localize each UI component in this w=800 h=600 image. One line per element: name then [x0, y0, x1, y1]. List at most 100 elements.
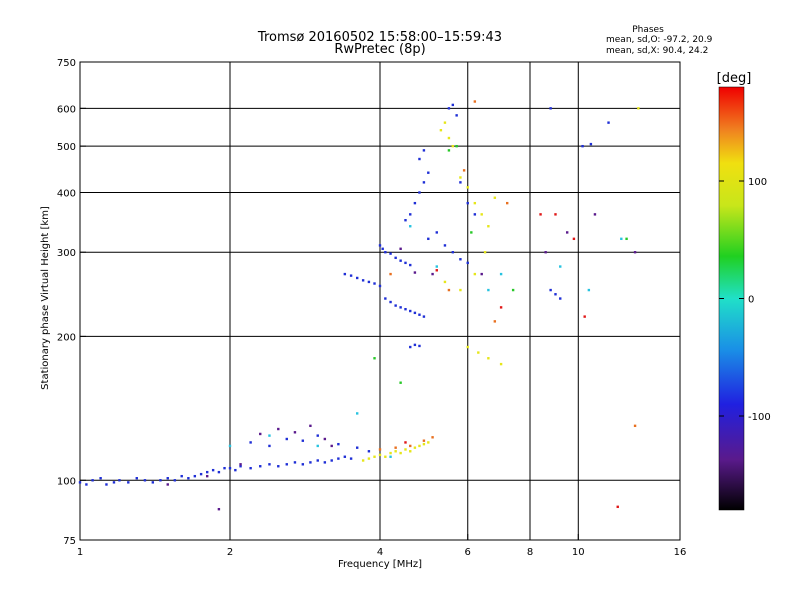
data-point [620, 237, 623, 241]
data-point [293, 461, 297, 464]
data-point [435, 231, 438, 234]
data-point [418, 444, 421, 448]
data-point [459, 288, 462, 292]
data-point [470, 231, 473, 234]
data-point [118, 479, 121, 482]
y-tick-label: 100 [57, 476, 76, 487]
data-point [330, 444, 333, 448]
data-point [135, 477, 138, 480]
data-point [422, 181, 426, 184]
data-point [480, 213, 483, 216]
stats-heading: Phases [632, 25, 664, 35]
data-point [431, 272, 434, 276]
data-point [487, 288, 490, 292]
data-point [285, 437, 288, 441]
x-axis-label: Frequency [MHz] [338, 559, 422, 570]
data-point [443, 121, 447, 124]
data-point [499, 306, 503, 309]
data-point [301, 439, 305, 442]
data-point [459, 258, 462, 261]
data-point [404, 448, 407, 451]
stats-line-o: mean, sd,O: -97.2, 20.9 [606, 35, 713, 45]
colorbar-label: [deg] [717, 71, 752, 86]
data-point [343, 272, 347, 276]
data-point [607, 121, 610, 124]
data-point [487, 357, 490, 360]
x-tick-label: 10 [572, 547, 585, 558]
data-point [389, 272, 392, 276]
data-point [373, 357, 376, 360]
grid-lines [80, 62, 680, 540]
data-point [381, 247, 384, 250]
data-point [499, 272, 503, 276]
data-point [367, 450, 371, 453]
chart-subtitle: RwPretec (8p) [334, 42, 425, 57]
data-point [361, 279, 365, 282]
data-point [367, 457, 371, 460]
colorbar-ticks: -100 0 100 [719, 177, 771, 423]
data-point [633, 251, 637, 254]
data-point [384, 251, 387, 254]
data-point [427, 237, 430, 241]
data-point [427, 171, 430, 174]
data-point [309, 461, 312, 464]
data-point [384, 455, 387, 458]
y-tick-label: 300 [57, 248, 76, 259]
data-point [112, 481, 116, 484]
data-point [493, 196, 497, 199]
data-point [361, 459, 365, 462]
data-point [268, 444, 271, 448]
data-point [625, 237, 628, 241]
data-point [85, 483, 88, 486]
data-point [559, 265, 562, 268]
data-point [337, 442, 340, 446]
data-point [173, 479, 177, 482]
data-point [228, 466, 232, 470]
data-point [239, 463, 242, 466]
y-tick-label: 75 [63, 536, 76, 547]
x-tick-label: 4 [377, 547, 383, 558]
data-point [593, 213, 597, 216]
data-point [211, 468, 215, 472]
data-point [413, 343, 417, 347]
data-point [554, 213, 557, 216]
data-point [277, 427, 280, 431]
data-point [159, 479, 162, 482]
data-point [427, 441, 430, 444]
y-tick-label: 400 [57, 188, 76, 199]
data-point [404, 307, 407, 311]
y-tick-label: 500 [57, 142, 76, 153]
data-point [239, 465, 242, 468]
data-point [413, 446, 417, 449]
y-tick-label: 750 [57, 58, 76, 69]
x-tick-label: 2 [227, 547, 233, 558]
data-point [633, 424, 637, 428]
data-point [455, 144, 458, 148]
data-point [143, 479, 147, 482]
data-point [378, 244, 382, 247]
data-point [447, 136, 451, 140]
x-axis: 1 2 4 6 8 10 16 [77, 534, 686, 558]
data-point [330, 459, 333, 462]
data-point [447, 288, 451, 292]
data-point [309, 424, 312, 428]
data-point [127, 481, 130, 484]
data-point [473, 213, 477, 216]
data-point [285, 463, 288, 466]
data-point [539, 213, 542, 216]
data-point [451, 144, 455, 148]
data-point [549, 107, 552, 110]
data-point [422, 439, 426, 442]
y-axis-label: Stationary phase Virtual Height [km] [40, 206, 51, 390]
data-point [493, 320, 497, 323]
data-point [413, 201, 417, 205]
data-point [616, 505, 619, 509]
data-point [349, 274, 353, 277]
data-point [99, 477, 102, 480]
data-point [249, 466, 252, 470]
data-point [389, 451, 392, 455]
data-point [466, 261, 469, 265]
data-points [78, 100, 640, 511]
data-point [431, 436, 434, 439]
